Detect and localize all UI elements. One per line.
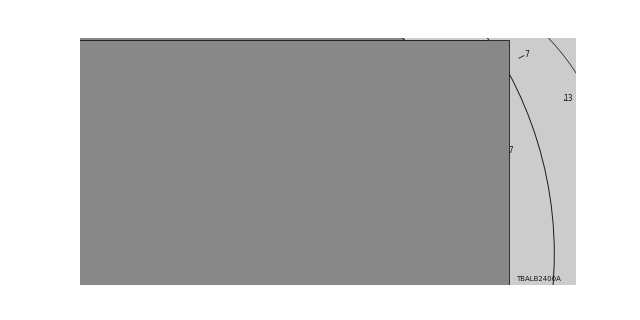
Text: B-25-20: B-25-20 (112, 237, 147, 246)
Text: 13: 13 (479, 123, 489, 132)
Circle shape (324, 0, 640, 320)
Text: 10: 10 (108, 136, 117, 145)
Text: 4: 4 (380, 192, 385, 201)
Text: 1: 1 (296, 272, 301, 281)
Text: 12: 12 (425, 189, 434, 198)
Bar (99, 85, 167, 228)
Circle shape (182, 0, 640, 320)
Bar (454, 44, 573, 170)
Text: 6: 6 (184, 62, 189, 71)
Text: 3: 3 (227, 178, 231, 187)
Text: 17: 17 (504, 146, 514, 155)
Circle shape (0, 0, 440, 320)
Bar (388, 165, 573, 274)
Text: 16: 16 (177, 257, 186, 266)
Text: FR.: FR. (132, 253, 147, 262)
Text: 11: 11 (108, 121, 116, 130)
Circle shape (331, 0, 640, 320)
Text: B-23-20: B-23-20 (224, 163, 259, 172)
Circle shape (241, 0, 640, 320)
Text: 13: 13 (564, 94, 573, 103)
Bar (168, 150, 218, 162)
Circle shape (0, 0, 554, 320)
Text: 2: 2 (122, 82, 127, 91)
Text: E-3: E-3 (202, 136, 216, 145)
Text: 8: 8 (365, 136, 370, 145)
Circle shape (0, 0, 492, 320)
Circle shape (0, 0, 362, 320)
Circle shape (172, 0, 559, 292)
Text: 7: 7 (524, 50, 529, 59)
Text: 13: 13 (207, 111, 216, 121)
Text: 7: 7 (350, 50, 355, 59)
Text: 14: 14 (157, 250, 166, 259)
Circle shape (182, 22, 640, 320)
Bar (172, 44, 445, 132)
Text: 5: 5 (445, 226, 449, 235)
Text: E-3-1: E-3-1 (474, 152, 497, 161)
Circle shape (324, 22, 640, 320)
Text: 9: 9 (108, 109, 112, 118)
Circle shape (291, 188, 301, 199)
Circle shape (0, 61, 360, 320)
Text: TBALB2400A: TBALB2400A (516, 276, 561, 282)
Circle shape (0, 0, 424, 320)
Ellipse shape (171, 145, 216, 151)
Text: 15: 15 (355, 195, 365, 204)
Circle shape (200, 47, 510, 320)
Text: B-25-21: B-25-21 (112, 244, 147, 253)
Bar (167, 156, 224, 194)
Text: 13: 13 (355, 95, 365, 105)
